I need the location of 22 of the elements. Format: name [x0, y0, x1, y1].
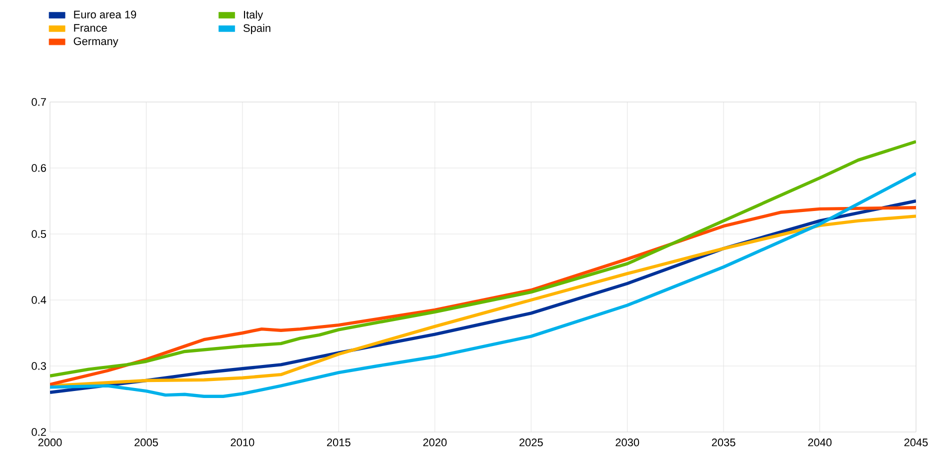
legend-label: Italy [244, 10, 264, 21]
legend-label: Germany [74, 37, 118, 48]
y-tick-label: 0.6 [32, 164, 46, 172]
y-tick-label: 0.5 [32, 230, 46, 238]
y-tick-label: 0.3 [32, 362, 46, 370]
x-tick-label: 2005 [134, 438, 158, 446]
x-tick-label: 2015 [327, 438, 350, 446]
y-tick-label: 0.4 [32, 296, 46, 304]
line-series [50, 140, 916, 378]
legend-label: France [74, 24, 107, 32]
y-tick-label: 0.2 [32, 428, 46, 436]
x-tick-label: 2045 [904, 438, 928, 446]
legend-label: Spain [243, 24, 270, 34]
x-tick-label: 2030 [616, 438, 640, 446]
x-tick-label: 2000 [38, 438, 62, 446]
y-tick-label: 0.7 [32, 98, 46, 106]
x-tick-label: 2040 [808, 438, 832, 446]
x-tick-label: 2035 [712, 438, 736, 446]
x-tick-label: 2010 [230, 438, 254, 446]
x-tick-label: 2025 [519, 438, 543, 446]
legend-label: Euro area 19 [74, 10, 136, 18]
x-tick-label: 2020 [423, 438, 447, 446]
